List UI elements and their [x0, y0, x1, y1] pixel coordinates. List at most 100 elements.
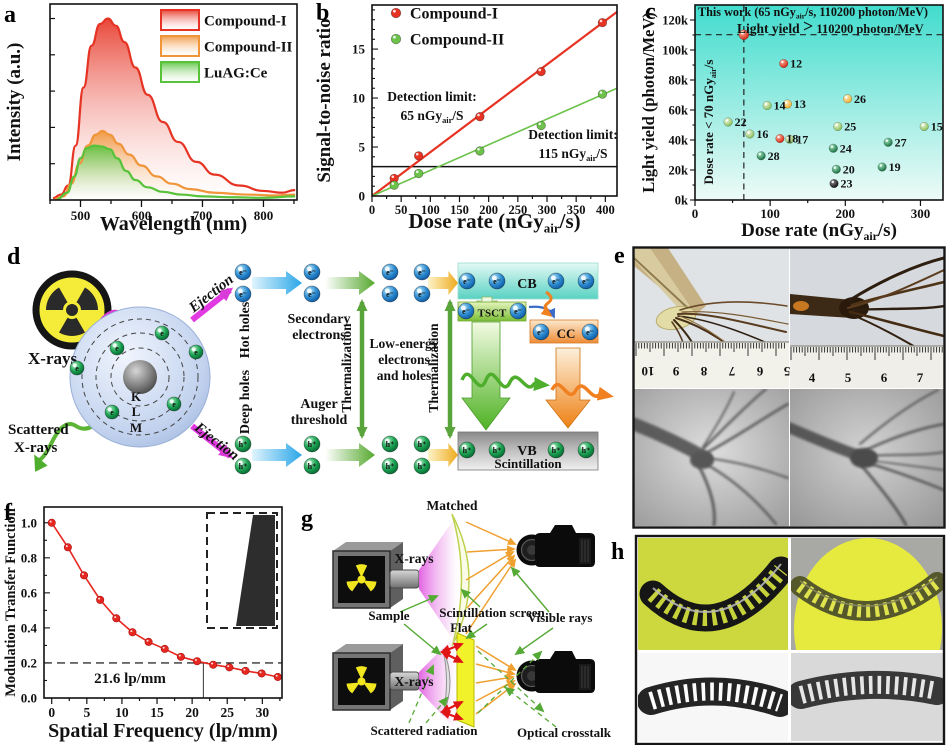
- svg-text:e⁻: e⁻: [537, 328, 545, 337]
- lowenergy-label-1: Low-energy: [370, 336, 439, 351]
- svg-text:Compound-I: Compound-I: [410, 6, 498, 23]
- svg-text:e⁻: e⁻: [463, 277, 471, 286]
- svg-text:e⁻: e⁻: [552, 277, 560, 286]
- svg-text:21.6 lp/mm: 21.6 lp/mm: [94, 671, 166, 687]
- svg-text:350: 350: [567, 203, 586, 217]
- xray-cone-top: [419, 516, 461, 644]
- hot-holes-label: Hot holes: [238, 301, 253, 358]
- svg-text:10: 10: [115, 705, 129, 720]
- panel-label-g: g: [301, 506, 313, 532]
- svg-text:LuAG:Ce: LuAG:Ce: [204, 66, 268, 82]
- svg-text:Dose rate (nGyair/s): Dose rate (nGyair/s): [741, 220, 897, 243]
- mtf-chart: 0 5 10 15 20 25 30 0.0 0.2 0.4 0.6 0.8 1.0 21.6 lp/mm…: [3, 506, 283, 742]
- lowenergy-label-3: and holes: [377, 368, 431, 383]
- panel-label-c: c: [645, 0, 656, 25]
- svg-text:15: 15: [150, 705, 164, 720]
- ejection-arrow-bottom: [190, 423, 234, 459]
- camera-icon-bottom: [515, 650, 596, 694]
- scattered-xray-wavy-arrow: [34, 416, 104, 472]
- svg-text:25: 25: [844, 120, 856, 134]
- thermalization-label-1: Thermalization: [339, 323, 354, 413]
- svg-text:0k: 0k: [675, 194, 688, 208]
- sample-label: Sample: [368, 608, 409, 623]
- svg-text:50: 50: [395, 203, 408, 217]
- xray-screen-right: [791, 653, 944, 741]
- scattered-label-2: X-rays: [14, 440, 57, 456]
- scattered-radiation-label: Scattered radiation: [371, 723, 479, 738]
- svg-text:5: 5: [359, 140, 366, 155]
- secondary-label-2: electrons: [292, 328, 346, 343]
- svg-text:5: 5: [83, 705, 90, 720]
- flow-arrow: [325, 443, 375, 467]
- root-imaging-photos: 10 9 8 7 6 5 4 5 6 7: [632, 246, 946, 529]
- svg-text:Dose rate < 70 nGyair/s: Dose rate < 70 nGyair/s: [701, 60, 718, 185]
- svg-text:0: 0: [359, 189, 366, 204]
- svg-text:e⁻: e⁻: [308, 268, 316, 277]
- photo-screen-curved: [638, 538, 788, 650]
- svg-text:e: e: [115, 344, 119, 353]
- svg-text:200: 200: [479, 203, 498, 217]
- svg-text:6: 6: [756, 364, 763, 379]
- vb-label: VB: [517, 444, 536, 459]
- flow-arrow: [428, 271, 458, 295]
- svg-text:Detection limit:: Detection limit:: [387, 89, 477, 104]
- svg-text:115 nGyair/S: 115 nGyair/S: [538, 146, 607, 163]
- svg-text:e: e: [110, 408, 114, 417]
- svg-text:0: 0: [692, 206, 699, 221]
- svg-text:Signal-to-noise ratio: Signal-to-noise ratio: [314, 18, 335, 182]
- svg-text:e: e: [160, 329, 164, 338]
- svg-text:500: 500: [71, 208, 91, 223]
- panel-h-border: [634, 534, 946, 745]
- photo-root-left: [634, 248, 789, 388]
- svg-text:e⁻: e⁻: [239, 290, 247, 299]
- ejection-arrow-top: [190, 287, 234, 323]
- svg-text:Detection limit:: Detection limit:: [528, 127, 618, 142]
- svg-text:h⁺: h⁺: [552, 446, 561, 455]
- svg-text:h⁺: h⁺: [386, 462, 395, 471]
- svg-text:h⁺: h⁺: [308, 440, 317, 449]
- cb-label: CB: [517, 277, 536, 292]
- svg-text:e⁻: e⁻: [418, 268, 426, 277]
- auger-label-2: threshold: [291, 413, 348, 428]
- svg-text:7: 7: [917, 370, 924, 385]
- panel-label-d: d: [7, 244, 21, 270]
- lowenergy-label-2: electrons: [378, 352, 429, 367]
- svg-text:h⁺: h⁺: [239, 440, 248, 449]
- camera-icon-top: [515, 524, 596, 568]
- svg-text:Compound-II: Compound-II: [410, 32, 504, 49]
- svg-text:24: 24: [840, 141, 852, 155]
- svg-text:h⁺: h⁺: [418, 440, 427, 449]
- svg-text:25: 25: [220, 705, 234, 720]
- svg-text:e⁻: e⁻: [386, 290, 394, 299]
- tsct-level: [457, 301, 527, 322]
- ejection-label-bottom: Ejection: [190, 419, 241, 464]
- svg-text:e⁻: e⁻: [514, 307, 522, 316]
- shell-k-label: K: [131, 389, 142, 404]
- cb-to-cc-wavy-arrow: [540, 290, 553, 317]
- svg-text:Intensity (a.u.): Intensity (a.u.): [4, 43, 25, 162]
- svg-text:120k: 120k: [662, 14, 688, 28]
- svg-text:6: 6: [881, 370, 888, 385]
- svg-text:400: 400: [596, 203, 615, 217]
- svg-text:18: 18: [786, 132, 798, 146]
- svg-text:40k: 40k: [669, 134, 689, 148]
- flow-arrow: [428, 443, 458, 467]
- svg-text:h⁺: h⁺: [386, 440, 395, 449]
- optical-crosstalk-label: Optical crosstalk: [517, 725, 612, 740]
- svg-text:60k: 60k: [669, 104, 689, 118]
- emission-spectra-chart: 500 600 700 800 Compound-I Compound-II LuAG:Ce…: [4, 3, 298, 235]
- svg-text:e⁻: e⁻: [582, 277, 590, 286]
- svg-text:e⁻: e⁻: [493, 277, 501, 286]
- conduction-band: [457, 262, 599, 300]
- svg-text:e⁻: e⁻: [462, 307, 470, 316]
- photo-screen-on-object: [791, 538, 944, 650]
- svg-text:100: 100: [760, 206, 780, 221]
- svg-text:9: 9: [672, 364, 679, 379]
- xray-root-left: [634, 389, 789, 526]
- svg-text:26: 26: [854, 92, 866, 106]
- svg-text:10: 10: [352, 91, 365, 106]
- flexible-screen-photos: [634, 534, 946, 745]
- svg-text:200: 200: [836, 206, 856, 221]
- radiation-spread-arrows: [440, 642, 464, 721]
- panel-label-b: b: [316, 0, 330, 26]
